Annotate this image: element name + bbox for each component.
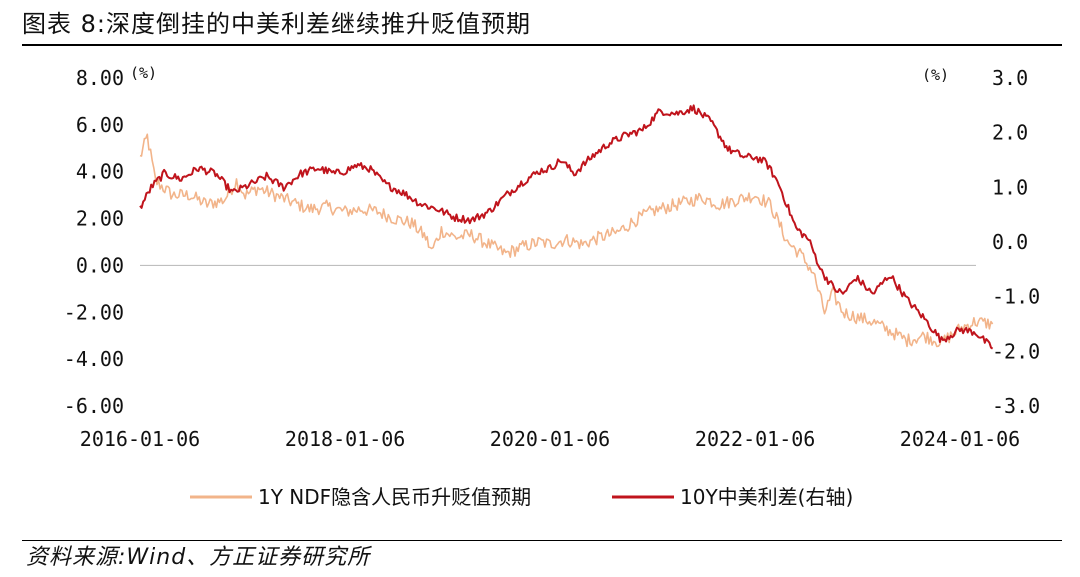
right-tick-label: 3.0 [992, 66, 1028, 90]
left-tick-label: -6.00 [64, 394, 124, 418]
source-rule [22, 540, 1062, 541]
x-tick-label: 2016-01-06 [80, 427, 200, 451]
source-note: 资料来源:Wind、方正证券研究所 [26, 545, 371, 570]
title-rule [22, 44, 1062, 46]
right-tick-label: -2.0 [992, 339, 1040, 363]
right-tick-label: 0.0 [992, 230, 1028, 254]
right-tick-label: 1.0 [992, 175, 1028, 199]
x-axis-ticks: 2016-01-06 2018-01-06 2020-01-06 2022-01-06… [80, 427, 1020, 451]
left-tick-label: 4.00 [76, 160, 124, 184]
left-tick-label: -2.00 [64, 300, 124, 324]
right-tick-label: -3.0 [992, 394, 1040, 418]
left-tick-label: 8.00 [76, 66, 124, 90]
left-axis-ticks: 8.00 6.00 4.00 2.00 0.00 -2.00 -4.00 -6.00 [64, 66, 124, 418]
x-tick-label: 2020-01-06 [490, 427, 610, 451]
series-line-ndf [139, 133, 994, 348]
legend-label-ndf: 1Y NDF隐含人民币升贬值预期 [258, 485, 531, 509]
legend-label-spread: 10Y中美利差(右轴) [680, 485, 853, 509]
series-line-spread [139, 104, 994, 350]
legend: 1Y NDF隐含人民币升贬值预期 10Y中美利差(右轴) [190, 485, 853, 509]
left-tick-label: 0.00 [76, 253, 124, 277]
left-axis-unit: (%) [130, 64, 157, 82]
left-tick-label: -4.00 [64, 347, 124, 371]
x-tick-label: 2022-01-06 [695, 427, 815, 451]
right-tick-label: -1.0 [992, 285, 1040, 309]
x-tick-label: 2018-01-06 [285, 427, 405, 451]
chart-title: 图表 8:深度倒挂的中美利差继续推升贬值预期 [22, 10, 531, 38]
right-axis-ticks: 3.0 2.0 1.0 0.0 -1.0 -2.0 -3.0 [992, 66, 1040, 418]
series-layer [139, 104, 994, 350]
x-tick-label: 2024-01-06 [900, 427, 1020, 451]
right-tick-label: 2.0 [992, 121, 1028, 145]
left-tick-label: 6.00 [76, 113, 124, 137]
right-axis-unit: (%) [922, 66, 949, 84]
left-tick-label: 2.00 [76, 207, 124, 231]
